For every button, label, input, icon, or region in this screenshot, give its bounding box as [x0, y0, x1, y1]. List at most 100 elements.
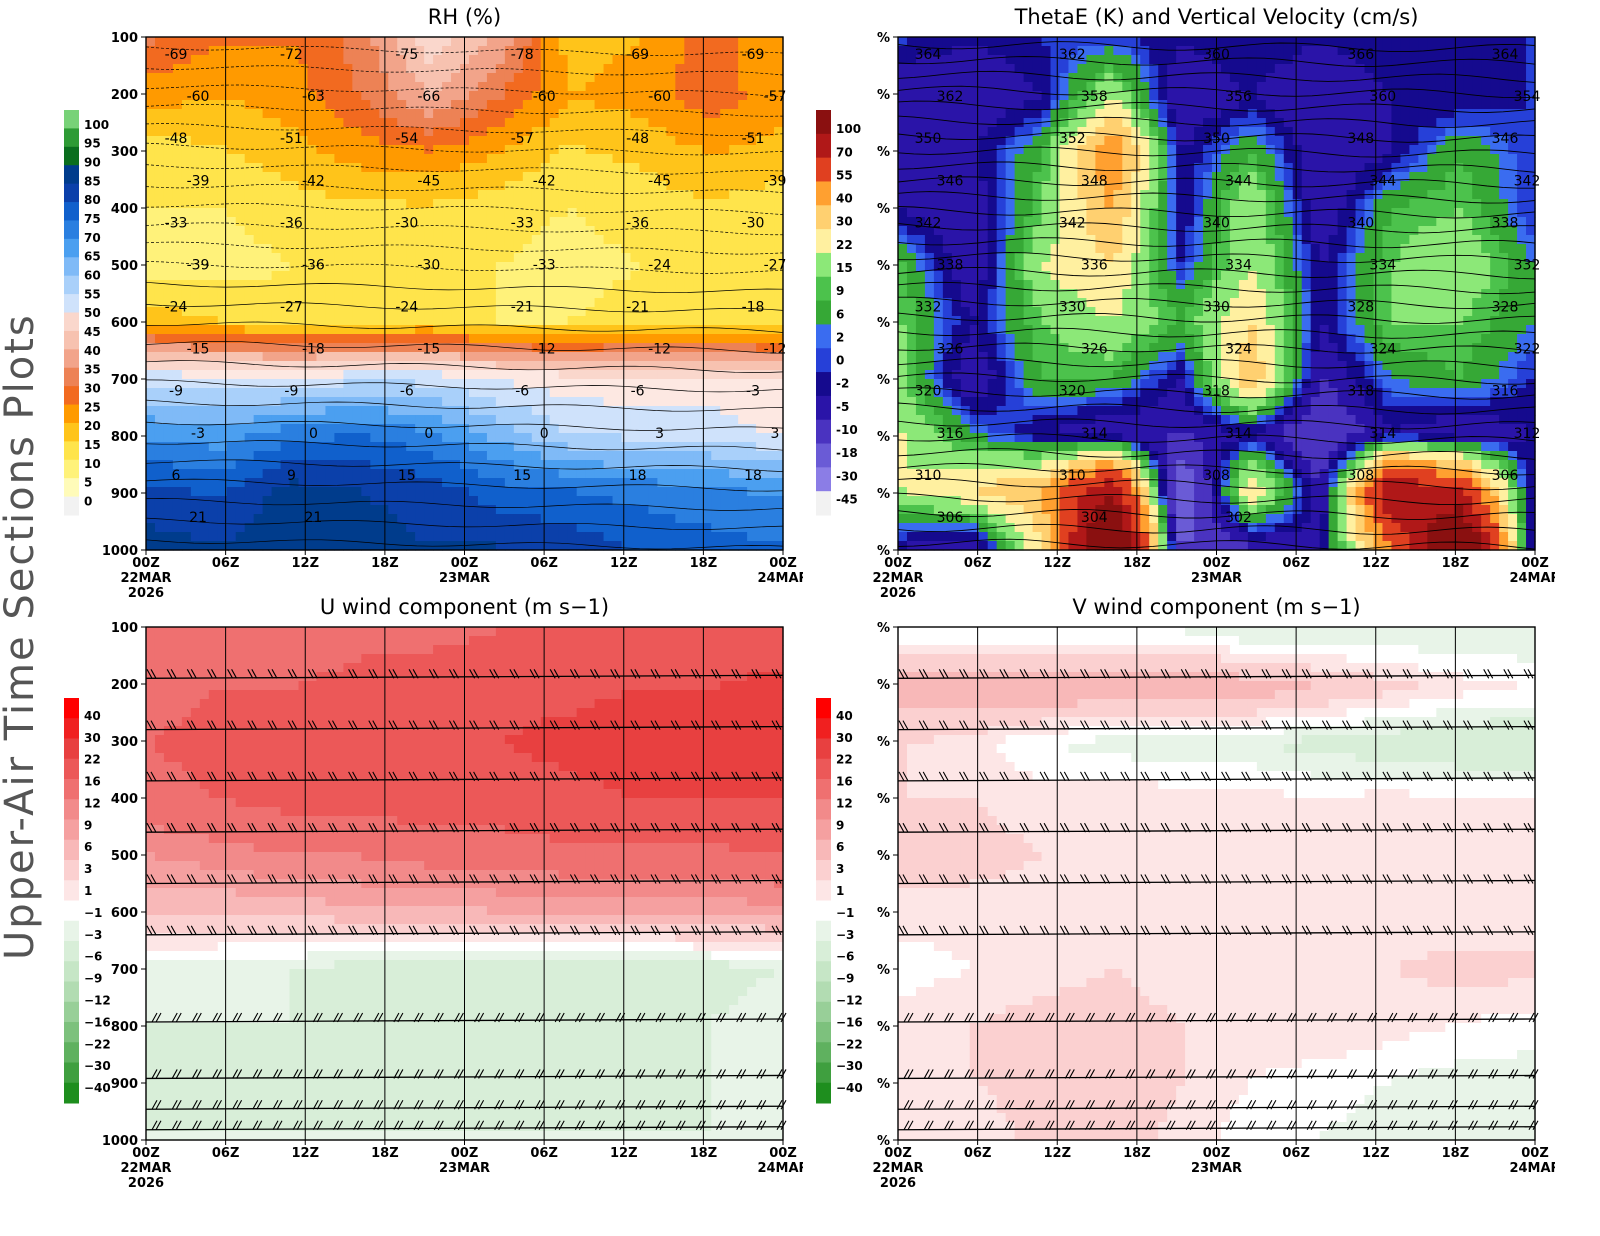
field-cell [146, 100, 156, 110]
field-cell [756, 415, 766, 425]
field-cell [442, 460, 452, 470]
field-cell [388, 226, 398, 236]
field-cell [576, 442, 587, 452]
field-cell [451, 469, 461, 479]
field-cell [1508, 109, 1518, 119]
field-cell [969, 37, 980, 47]
field-cell [1283, 118, 1294, 128]
field-cell [657, 73, 667, 83]
field-cell [756, 487, 766, 497]
field-cell [549, 127, 560, 137]
field-cell [181, 172, 192, 182]
field-cell [289, 532, 300, 542]
field-cell [442, 325, 452, 335]
field-cell [442, 100, 452, 110]
field-cell [1185, 100, 1195, 110]
field-cell [504, 190, 515, 200]
field-cell [334, 496, 344, 506]
field-cell [648, 190, 658, 200]
field-cell [397, 64, 407, 74]
field-cell [388, 163, 398, 173]
field-cell [208, 109, 219, 119]
field-cell [711, 496, 721, 506]
field-cell [603, 352, 614, 362]
field-cell [630, 100, 641, 110]
field-cell [361, 433, 371, 443]
field-cell [540, 226, 551, 236]
field-cell [747, 199, 757, 209]
field-cell [1454, 37, 1464, 47]
field-cell [406, 271, 416, 281]
field-cell [951, 82, 962, 92]
field-cell [1095, 109, 1105, 119]
field-cell [594, 478, 605, 488]
field-cell [451, 82, 461, 92]
field-cell [352, 325, 362, 335]
field-cell [146, 496, 156, 506]
field-cell [594, 505, 605, 515]
field-cell [675, 55, 685, 65]
field-cell [1086, 91, 1096, 101]
legend-swatch [64, 165, 79, 185]
field-cell [433, 415, 443, 425]
field-cell [504, 163, 515, 173]
field-cell [406, 181, 416, 191]
field-cell [1319, 109, 1330, 119]
field-cell [226, 442, 237, 452]
field-cell [1032, 46, 1043, 56]
field-cell [978, 91, 989, 101]
field-cell [163, 118, 174, 128]
field-cell [774, 496, 784, 506]
field-cell [253, 37, 264, 47]
field-cell [567, 181, 578, 191]
field-cell [765, 442, 775, 452]
field-cell [316, 343, 327, 353]
field-cell [594, 316, 605, 326]
field-cell [774, 55, 784, 65]
field-cell [1454, 109, 1464, 119]
field-cell [621, 136, 632, 146]
field-cell [406, 226, 416, 236]
field-cell [495, 352, 506, 362]
field-cell [334, 523, 344, 533]
field-cell [942, 100, 953, 110]
field-cell [1436, 100, 1446, 110]
field-cell [1499, 64, 1509, 74]
field-cell [352, 244, 362, 254]
field-cell [190, 280, 201, 290]
field-cell [154, 64, 165, 74]
field-cell [1247, 91, 1258, 101]
field-cell [738, 487, 748, 497]
field-cell [172, 496, 183, 506]
field-cell [1508, 73, 1518, 83]
field-cell [898, 64, 908, 74]
field-cell [424, 397, 434, 407]
field-cell [657, 244, 667, 254]
field-cell [702, 325, 712, 335]
field-cell [1059, 55, 1070, 65]
field-cell [352, 307, 362, 317]
field-cell [199, 118, 210, 128]
field-cell [343, 208, 353, 218]
field-cell [217, 532, 228, 542]
field-cell [1158, 73, 1168, 83]
field-cell [477, 118, 488, 128]
field-cell [756, 91, 766, 101]
field-cell [307, 154, 318, 164]
field-cell [1481, 46, 1491, 56]
field-cell [361, 406, 371, 416]
field-cell [1283, 64, 1294, 74]
field-cell [756, 118, 766, 128]
contour-label: -3 [746, 384, 760, 400]
field-cell [531, 424, 542, 434]
field-cell [172, 109, 183, 119]
field-cell [540, 55, 551, 65]
field-cell [657, 226, 667, 236]
field-cell [451, 91, 461, 101]
field-cell [406, 217, 416, 227]
date-label: 22MAR [120, 571, 171, 586]
field-cell [648, 334, 658, 344]
field-cell [325, 46, 336, 56]
field-cell [1265, 37, 1276, 47]
field-cell [298, 307, 309, 317]
